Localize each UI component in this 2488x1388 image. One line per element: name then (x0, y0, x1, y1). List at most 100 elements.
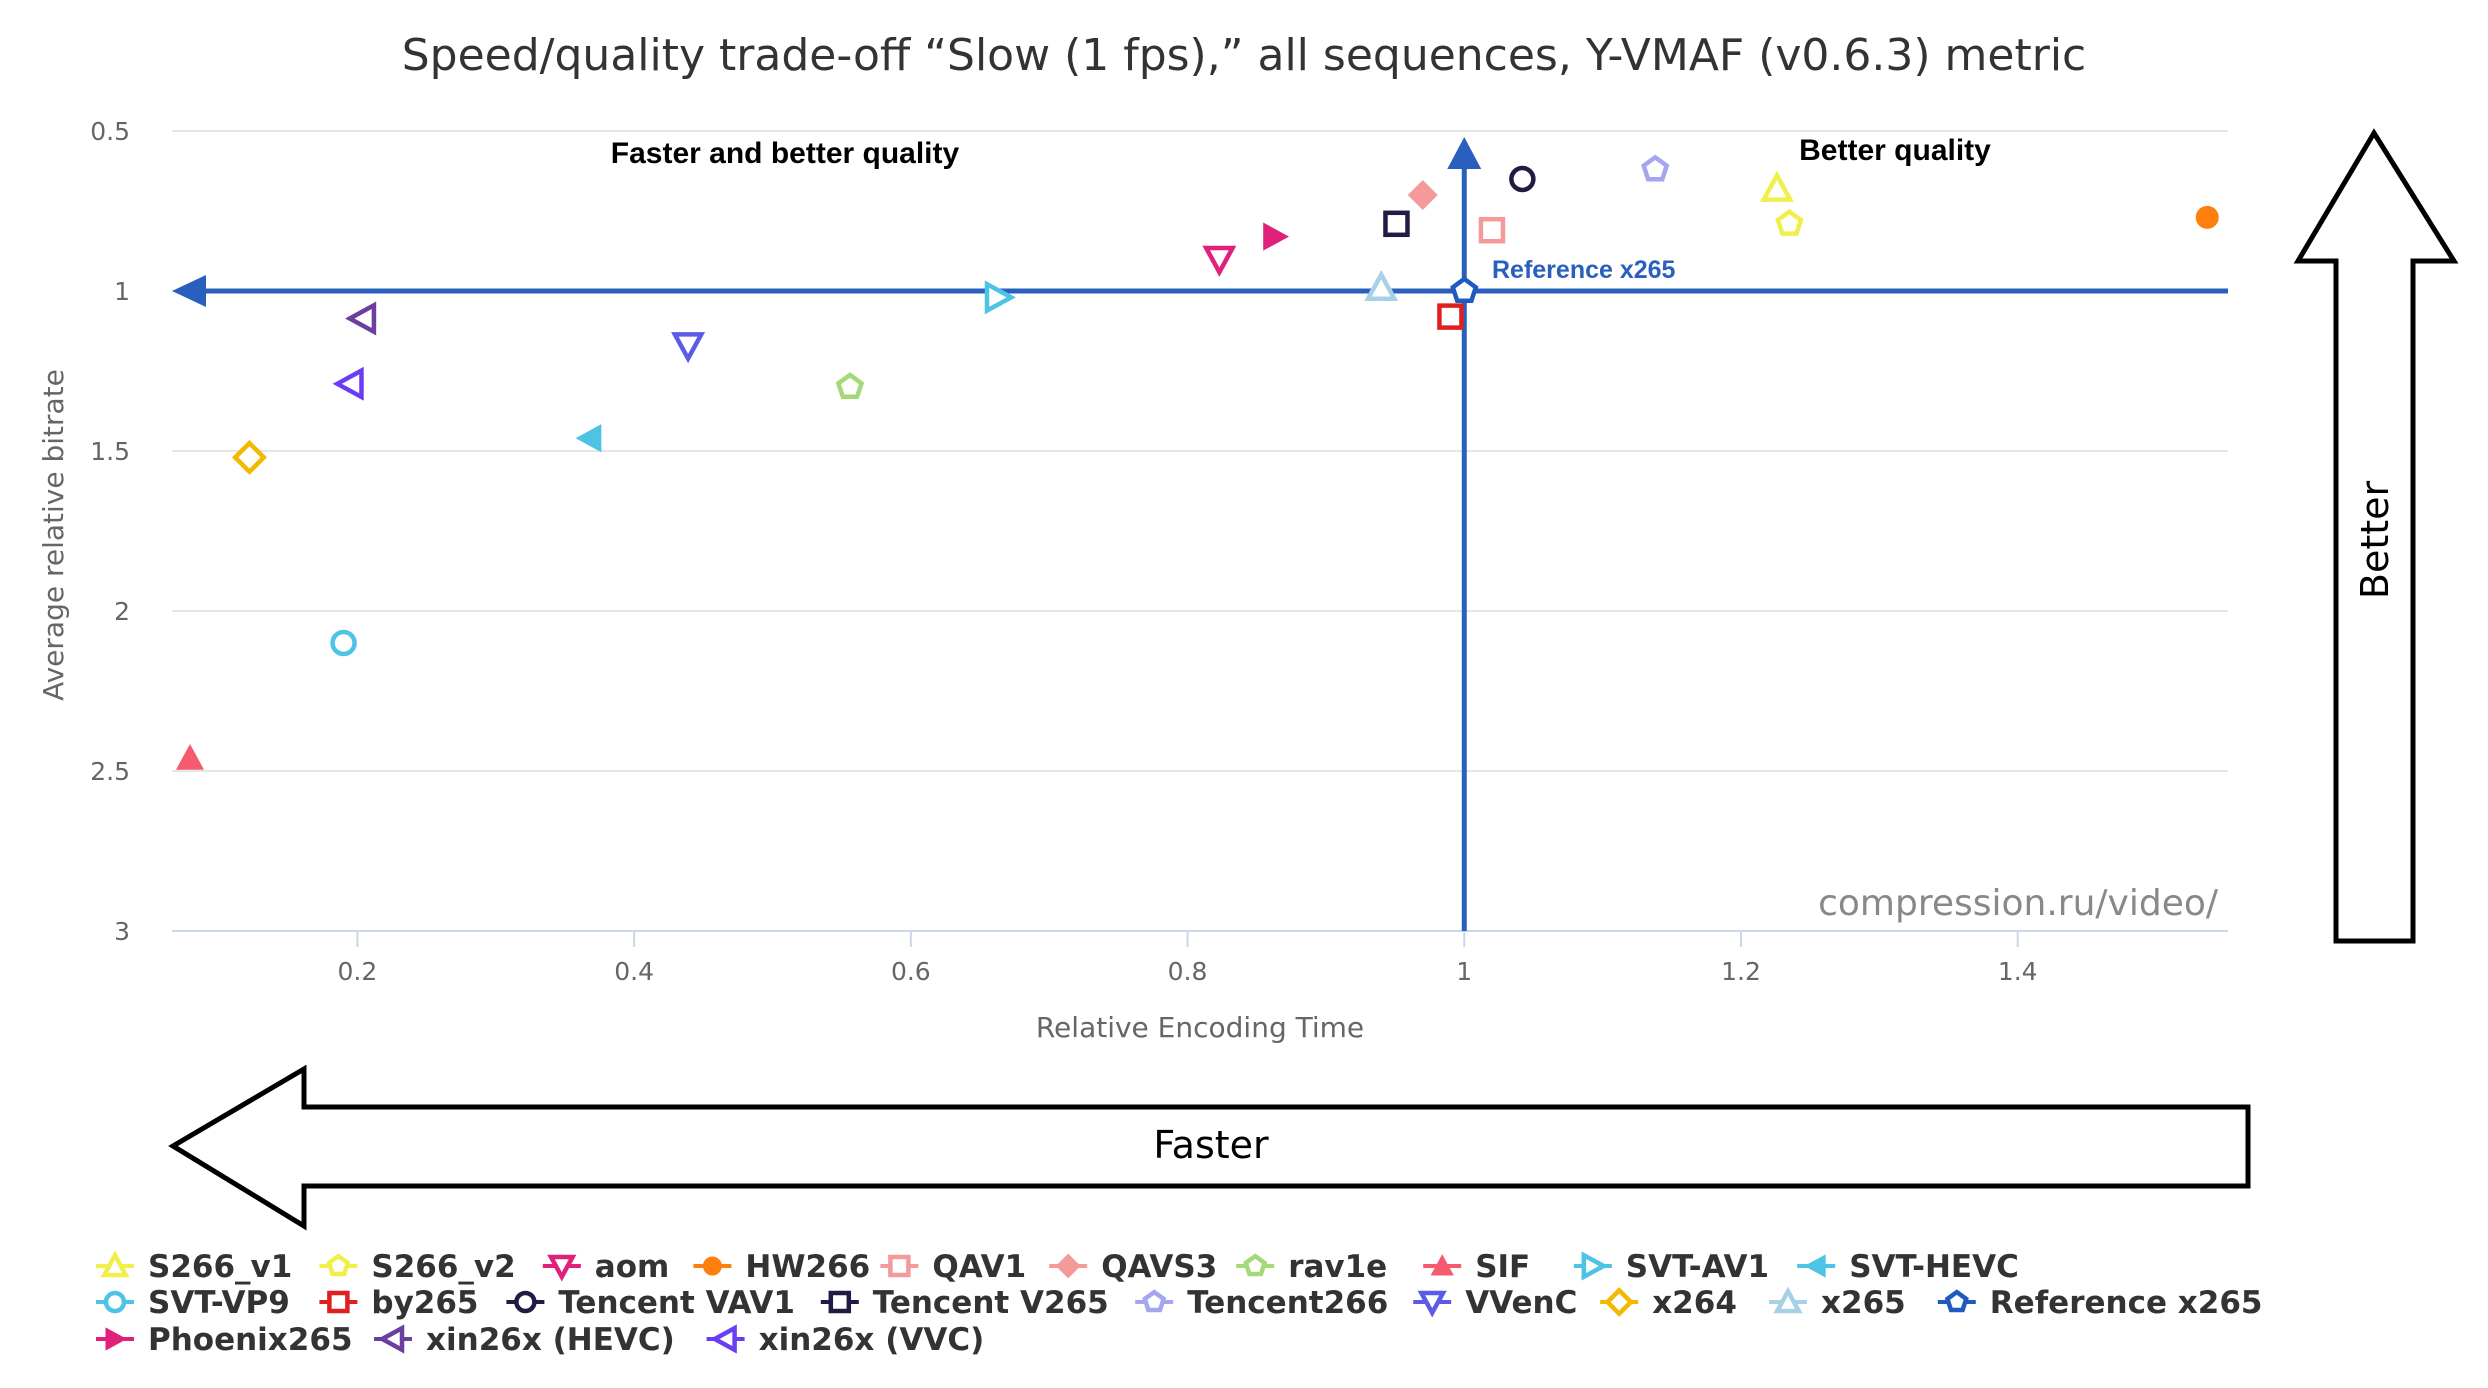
up-arrowhead (1447, 137, 1482, 169)
legend-marker-icon (377, 1324, 405, 1354)
point-s266-v2 (1775, 208, 1804, 236)
point-xin26x-vvc (332, 366, 364, 401)
legend-label: SVT-VP9 (148, 1285, 290, 1321)
legend-marker-icon (1430, 1254, 1454, 1276)
point-qav1 (1478, 216, 1506, 244)
legend-label: QAVS3 (1101, 1249, 1217, 1285)
point-vvenc (671, 332, 706, 364)
legend-item-x265: x265 (1769, 1285, 1906, 1321)
legend-item-xin26x-vvc: xin26x (VVC) (706, 1322, 985, 1358)
legend-item-tencent-vav1: Tencent VAV1 (506, 1285, 795, 1321)
legend-item-qavs3: QAVS3 (1049, 1249, 1217, 1285)
legend-label: x264 (1652, 1285, 1737, 1321)
legend-item-svt-av1: SVT-AV1 (1573, 1249, 1769, 1285)
legend-label: xin26x (HEVC) (426, 1322, 675, 1358)
point-sif (175, 743, 205, 770)
point-hw266 (2195, 205, 2219, 229)
grid-lines (172, 130, 2228, 932)
legend-label: xin26x (VVC) (759, 1322, 985, 1358)
reference-label: Reference x265 (1492, 256, 1676, 284)
point-rav1e (835, 372, 865, 400)
legend-item-aom: aom (542, 1249, 670, 1285)
legend-marker-icon (1417, 1290, 1447, 1318)
legend-marker-icon (710, 1324, 737, 1354)
legend-label: SVT-AV1 (1626, 1249, 1769, 1285)
legend-marker-icon (327, 1290, 350, 1314)
legend-label: HW266 (745, 1249, 870, 1285)
y-tick-label: 1.5 (90, 437, 130, 466)
legend-item-svt-hevc: SVT-HEVC (1797, 1249, 2019, 1285)
legend-label: SIF (1475, 1249, 1530, 1285)
point-s266-v1 (1759, 170, 1794, 202)
point-svt-av1 (984, 280, 1016, 315)
legend-item-tencent266: Tencent266 (1135, 1285, 1388, 1321)
legend-marker-icon (1773, 1286, 1803, 1314)
legend-marker-icon (1804, 1254, 1826, 1278)
point-x264 (231, 439, 267, 475)
legend-item-x264: x264 (1600, 1285, 1737, 1321)
point-qavs3 (1407, 179, 1438, 211)
x-tick-label: 0.2 (338, 957, 378, 986)
legend-marker-icon (702, 1256, 722, 1276)
x-tick-label: 1.4 (1998, 957, 2038, 986)
legend-label: S266_v1 (148, 1249, 292, 1285)
legend-item-qav1: QAV1 (880, 1249, 1026, 1285)
legend-item-phoenix265: Phoenix265 (96, 1322, 353, 1358)
point-by265 (1437, 303, 1464, 330)
legend-label: x265 (1821, 1285, 1906, 1321)
legend-item-reference-x265: Reference x265 (1937, 1285, 2263, 1321)
legend-item-s266-v2: S266_v2 (319, 1249, 516, 1285)
left-arrowhead (172, 275, 206, 307)
legend-marker-icon (1604, 1287, 1635, 1317)
legend-item-svt-vp9: SVT-VP9 (96, 1285, 290, 1321)
legend: S266_v1 S266_v2 aom HW266 QAV1 QAVS3 rav1e SIF S… (96, 1249, 2263, 1358)
legend-label: QAV1 (932, 1249, 1026, 1285)
y-tick-label: 2 (114, 597, 130, 626)
legend-item-hw266: HW266 (693, 1249, 870, 1285)
x-axis-ticks: 0.2 0.4 0.6 0.8 1 1.2 1.4 (338, 931, 2038, 986)
point-aom (1202, 245, 1237, 277)
legend-label: Reference x265 (1990, 1285, 2263, 1321)
better-arrow (2293, 128, 2459, 944)
x-tick-label: 1 (1456, 957, 1472, 986)
point-phoenix265 (1263, 222, 1289, 251)
legend-label: by265 (371, 1285, 478, 1321)
y-axis-label: Average relative bitrate (37, 369, 70, 701)
legend-label: Phoenix265 (148, 1322, 353, 1358)
legend-marker-icon (1944, 1289, 1969, 1313)
watermark: compression.ru/video/ (1818, 883, 2219, 924)
point-reference-x265 (1450, 276, 1479, 304)
legend-label: aom (595, 1249, 670, 1285)
x-tick-label: 1.2 (1721, 957, 1761, 986)
legend-marker-icon (888, 1254, 911, 1278)
legend-marker-icon (514, 1290, 537, 1314)
x-tick-label: 0.6 (891, 957, 931, 986)
legend-item-xin26x-hevc: xin26x (HEVC) (374, 1322, 675, 1358)
legend-label: SVT-HEVC (1849, 1249, 2019, 1285)
y-tick-label: 3 (114, 917, 130, 946)
x-tick-label: 0.8 (1168, 957, 1208, 986)
faster-arrow-label: Faster (1153, 1123, 1269, 1167)
chart-title: Speed/quality trade-off “Slow (1 fps),” … (402, 30, 2086, 81)
point-x265 (1364, 269, 1399, 302)
legend-label: S266_v2 (371, 1249, 515, 1285)
better-arrow-label: Better (2353, 480, 2397, 599)
legend-item-vvenc: VVenC (1413, 1285, 1577, 1321)
legend-label: Tencent V265 (873, 1285, 1109, 1321)
legend-marker-icon (326, 1253, 351, 1277)
legend-marker-icon (105, 1327, 127, 1351)
x-tick-label: 0.4 (614, 957, 654, 986)
y-tick-label: 0.5 (90, 117, 130, 146)
legend-label: VVenC (1465, 1285, 1577, 1321)
legend-marker-icon (1055, 1253, 1081, 1279)
legend-item-s266-v1: S266_v1 (96, 1249, 292, 1285)
point-tencent-vav1 (1509, 165, 1536, 193)
data-points (175, 154, 2219, 770)
legend-marker-icon (103, 1290, 127, 1314)
legend-marker-icon (1243, 1253, 1268, 1277)
point-xin26x-hevc (345, 301, 377, 336)
faster-arrow (168, 1064, 2251, 1231)
y-tick-label: 2.5 (90, 757, 130, 786)
legend-item-sif: SIF (1423, 1249, 1530, 1285)
